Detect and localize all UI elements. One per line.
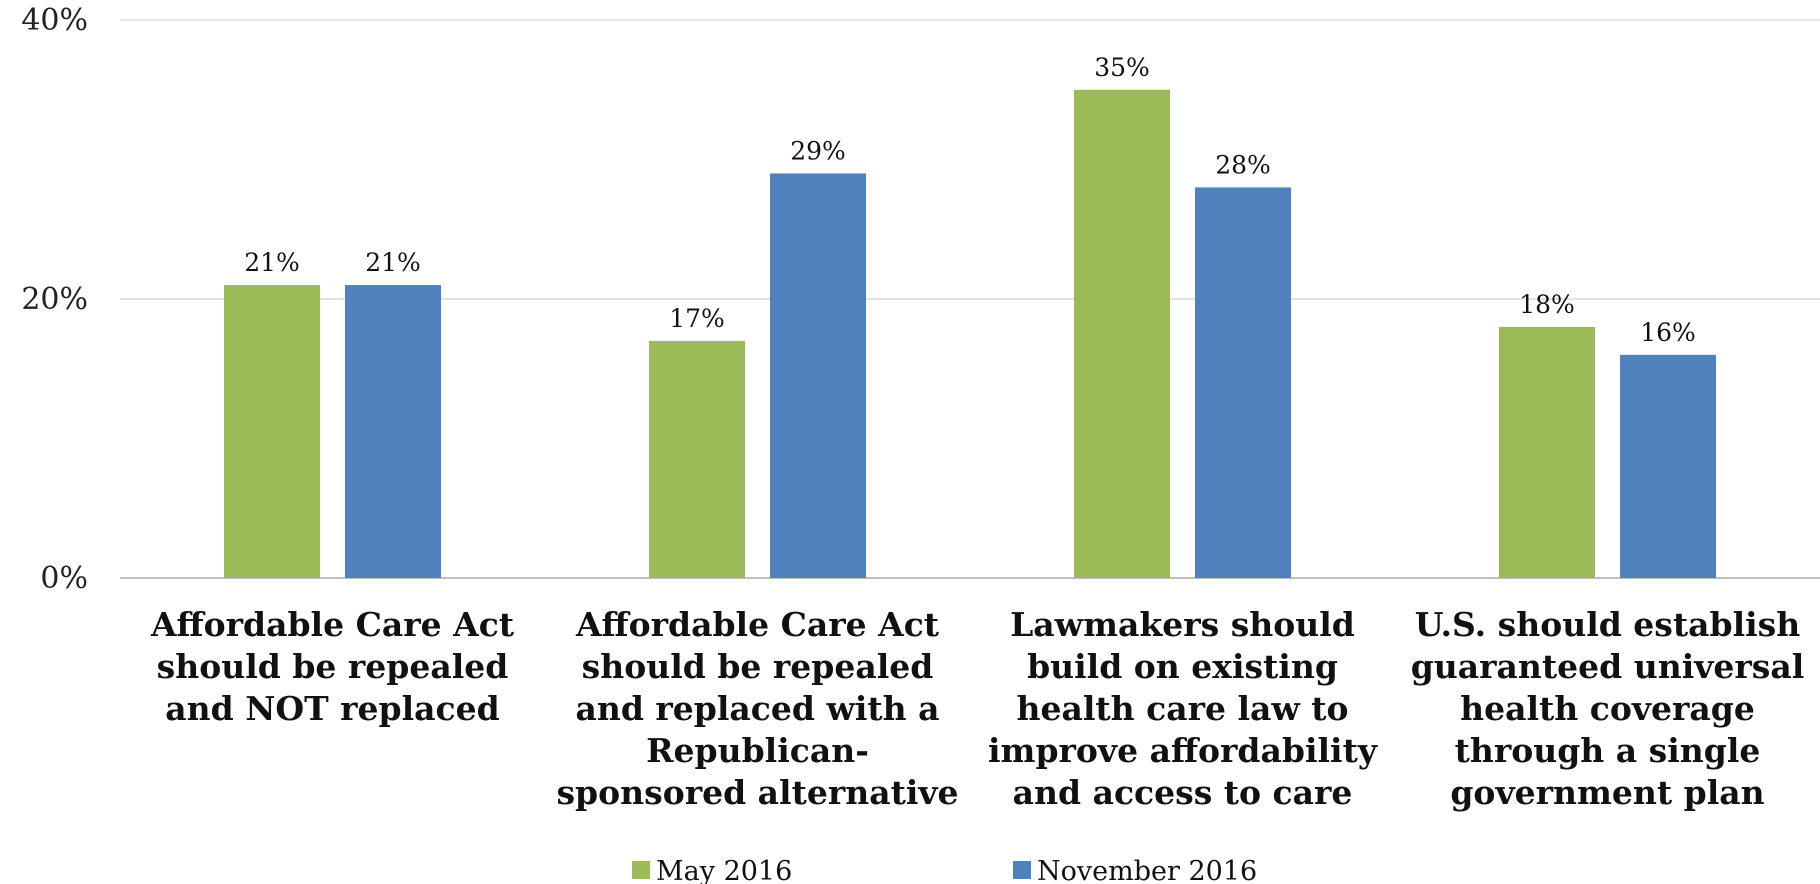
- bar: [770, 173, 866, 578]
- data-label: 21%: [244, 248, 300, 277]
- category-label-line: and access to care: [1013, 773, 1353, 812]
- legend-label: November 2016: [1037, 856, 1257, 884]
- data-label: 28%: [1215, 150, 1271, 179]
- category-label: U.S. should establish guaranteed universa…: [1411, 605, 1805, 812]
- category-label-line: and replaced with a: [575, 689, 939, 728]
- y-axis-ticks: 0% 20% 40%: [21, 3, 88, 596]
- category-label-line: build on existing: [1027, 647, 1338, 686]
- data-label: 16%: [1640, 318, 1696, 347]
- category-label-line: and NOT replaced: [165, 689, 499, 728]
- category-label-line: should be repealed: [582, 647, 934, 686]
- category-label-line: Affordable Care Act: [150, 605, 515, 644]
- category-label-line: through a single: [1455, 731, 1761, 770]
- data-labels: 21% 21% 17% 29% 35% 28% 18% 16%: [244, 53, 1696, 347]
- category-label-line: health coverage: [1460, 689, 1755, 728]
- data-label: 21%: [365, 248, 421, 277]
- category-label-line: Affordable Care Act: [575, 605, 940, 644]
- category-label: Affordable Care Act should be repealed and…: [150, 605, 515, 728]
- legend-swatch: [1013, 861, 1031, 879]
- category-label-line: government plan: [1450, 773, 1764, 812]
- data-label: 29%: [790, 136, 846, 165]
- bar: [224, 285, 320, 578]
- category-label-line: sponsored alternative: [556, 773, 958, 812]
- bars: [224, 89, 1716, 578]
- legend: May 2016 November 2016: [632, 856, 1257, 884]
- category-label-line: U.S. should establish: [1415, 605, 1800, 644]
- legend-swatch: [632, 861, 650, 879]
- category-label: Affordable Care Act should be repealed and…: [556, 605, 958, 812]
- data-label: 17%: [669, 304, 725, 333]
- bar: [649, 340, 745, 578]
- data-label: 35%: [1094, 53, 1150, 82]
- bar: [1074, 89, 1170, 578]
- y-tick-label: 20%: [21, 282, 88, 317]
- y-tick-label: 0%: [40, 561, 88, 596]
- bar: [1620, 354, 1716, 578]
- bar: [345, 285, 441, 578]
- category-labels: Affordable Care Act should be repealed and…: [150, 605, 1804, 812]
- category-label: Lawmakers should build on existing health …: [988, 605, 1378, 812]
- category-label-line: Republican-: [646, 731, 869, 770]
- category-label-line: guaranteed universal: [1411, 647, 1805, 686]
- data-label: 18%: [1519, 290, 1575, 319]
- category-label-line: health care law to: [1016, 689, 1348, 728]
- bar: [1499, 326, 1595, 578]
- y-tick-label: 40%: [21, 3, 88, 38]
- bar: [1195, 187, 1291, 578]
- category-label-line: should be repealed: [157, 647, 509, 686]
- legend-label: May 2016: [656, 856, 792, 884]
- category-label-line: Lawmakers should: [1010, 605, 1355, 644]
- category-label-line: improve affordability: [988, 731, 1378, 770]
